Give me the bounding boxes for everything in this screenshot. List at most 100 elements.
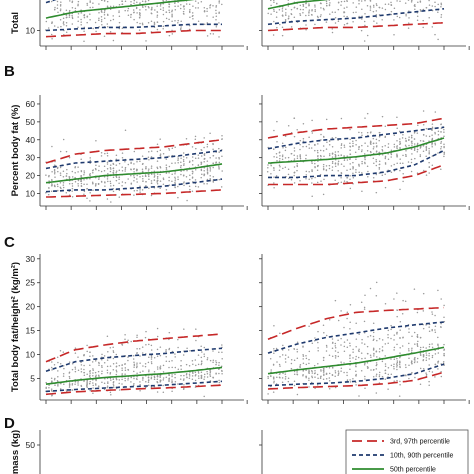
data-point (77, 3, 79, 6)
data-point (112, 172, 115, 174)
data-point (296, 155, 299, 157)
data-point (142, 376, 144, 379)
data-point (206, 171, 209, 173)
data-point (221, 373, 223, 375)
data-point (60, 382, 62, 385)
data-point (65, 14, 68, 16)
p50-line-A-left (45, 0, 195, 19)
data-point (366, 362, 369, 364)
data-point (413, 132, 416, 134)
data-point (203, 355, 206, 358)
data-point (431, 134, 433, 136)
data-point (59, 174, 62, 176)
data-point (201, 351, 203, 353)
data-point (92, 368, 94, 370)
data-point (59, 166, 62, 169)
data-point (106, 365, 109, 368)
data-point (299, 8, 302, 11)
data-point (106, 386, 109, 389)
data-point (139, 362, 141, 364)
data-point (331, 160, 334, 163)
data-point (80, 158, 82, 160)
data-point (89, 192, 91, 194)
data-point (171, 390, 173, 393)
data-point (109, 347, 112, 349)
data-point (402, 133, 404, 136)
data-point (162, 153, 165, 155)
data-point (133, 167, 135, 170)
data-point (358, 0, 360, 2)
data-point (331, 156, 334, 158)
data-point (200, 371, 203, 373)
data-point (92, 392, 94, 395)
data-point (284, 375, 287, 378)
data-point (218, 158, 220, 160)
data-point (83, 14, 85, 17)
data-point (378, 151, 381, 154)
data-point (109, 170, 112, 173)
data-point (156, 16, 158, 18)
data-point (83, 170, 85, 172)
data-point (141, 168, 144, 171)
data-point (174, 178, 177, 180)
data-point (91, 361, 94, 363)
data-point (71, 363, 74, 365)
data-point (86, 382, 88, 385)
data-point (62, 181, 65, 184)
data-point (201, 173, 203, 176)
data-point (86, 21, 88, 24)
data-point (428, 4, 431, 6)
data-point (171, 162, 173, 164)
data-point (112, 383, 115, 385)
data-point (314, 4, 316, 6)
data-point (162, 371, 165, 373)
data-point (174, 380, 177, 383)
data-point (384, 363, 387, 365)
data-point (311, 342, 314, 344)
data-point (156, 14, 159, 17)
data-point (200, 161, 202, 164)
data-point (206, 143, 209, 146)
data-point (53, 363, 56, 366)
data-point (194, 157, 197, 160)
data-point (284, 149, 287, 152)
data-point (411, 371, 413, 374)
data-point (337, 182, 340, 184)
data-point (89, 200, 91, 202)
data-point (54, 171, 56, 174)
data-point (203, 154, 206, 156)
data-point (112, 184, 115, 187)
data-point (308, 14, 310, 17)
data-point (118, 196, 121, 198)
data-point (148, 158, 150, 161)
data-point (440, 168, 442, 170)
data-point (293, 380, 296, 383)
data-point (150, 167, 153, 169)
data-point (440, 370, 442, 373)
data-point (293, 384, 296, 387)
data-point (325, 377, 328, 380)
p10-line-B-left (45, 178, 223, 193)
data-point (396, 364, 398, 367)
data-point (284, 166, 287, 168)
data-point (165, 168, 168, 170)
data-point (349, 357, 351, 360)
data-point (200, 169, 203, 172)
data-point (352, 2, 354, 4)
data-point (177, 176, 179, 178)
data-point (393, 349, 395, 351)
axes-layer (37, 0, 470, 474)
data-point (194, 179, 197, 181)
data-point (141, 352, 144, 354)
data-point (133, 382, 135, 385)
data-point (302, 375, 304, 377)
data-point (59, 18, 62, 21)
data-point (206, 167, 209, 169)
data-point (275, 383, 278, 385)
data-point (325, 334, 328, 337)
data-point (218, 0, 221, 2)
data-point (319, 2, 322, 4)
data-point (124, 168, 127, 170)
data-point (314, 162, 316, 165)
data-point (419, 354, 422, 356)
